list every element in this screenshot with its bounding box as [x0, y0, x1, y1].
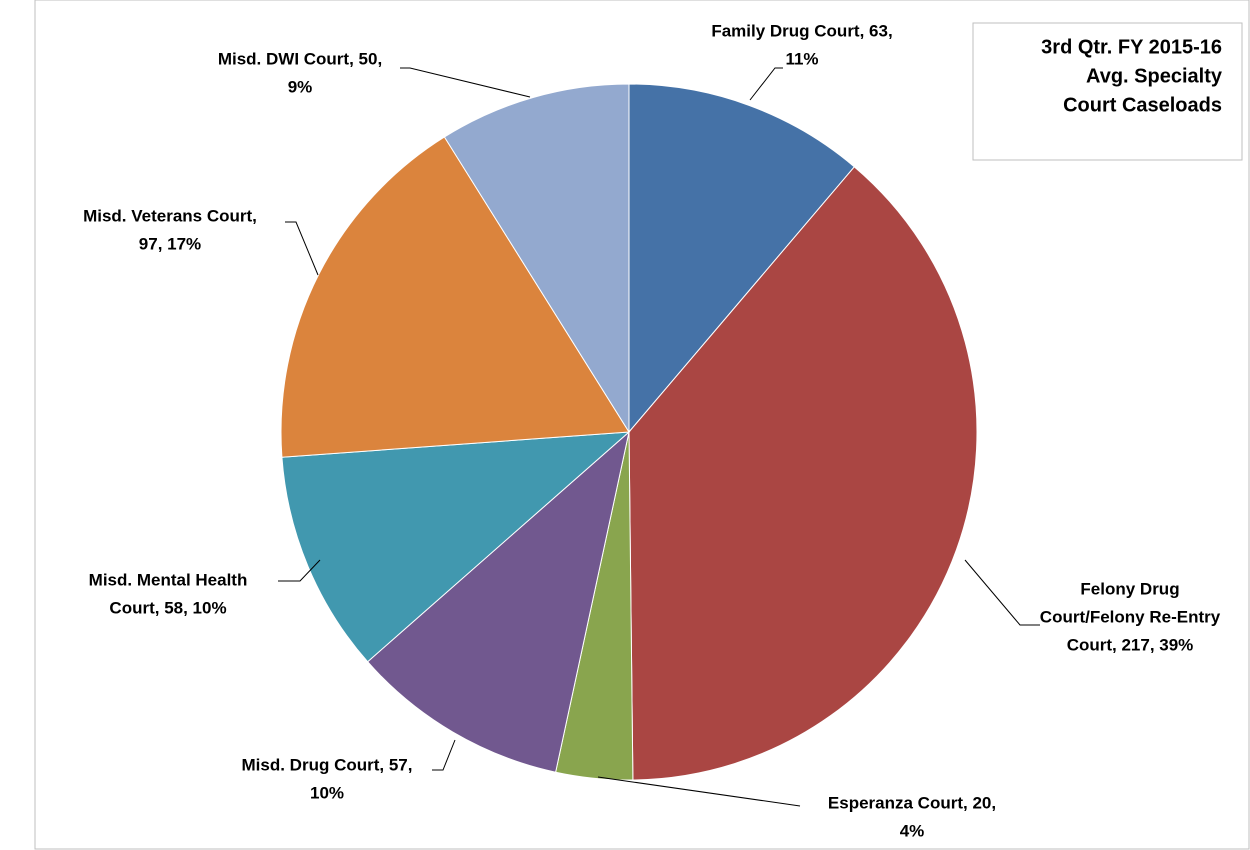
data-label: Court/Felony Re-Entry [1040, 607, 1221, 626]
pie-slice [443, 83, 630, 434]
leader-line [400, 67, 531, 98]
leader-line [278, 559, 321, 582]
data-label: Misd. Drug Court, 57, [242, 755, 413, 774]
pie-slice [281, 431, 631, 663]
data-label: Family Drug Court, 63, [711, 21, 892, 40]
data-label: Court, 58, 10% [109, 598, 226, 617]
pie-slice [628, 83, 856, 434]
data-label: Misd. Veterans Court, [83, 206, 257, 225]
data-label: 97, 17% [139, 234, 201, 253]
pie-slice [280, 136, 630, 458]
pie-slice [366, 430, 630, 773]
leader-line [432, 739, 456, 771]
leader-line [597, 776, 801, 807]
data-label: 9% [288, 77, 313, 96]
leader-line [285, 221, 319, 276]
data-label: 10% [310, 783, 344, 802]
chart-title: 3rd Qtr. FY 2015-16 [1041, 36, 1222, 58]
data-label: Court, 217, 39% [1067, 635, 1194, 654]
data-label: 11% [785, 49, 818, 68]
title-box [972, 22, 1243, 161]
leader-line [964, 559, 1040, 626]
data-label: Felony Drug [1080, 579, 1179, 598]
chart-title: Court Caseloads [1063, 94, 1222, 116]
data-label: 4% [900, 821, 925, 840]
data-label: Esperanza Court, 20, [828, 793, 996, 812]
chart-title: Avg. Specialty [1086, 65, 1223, 87]
pie-slice [628, 166, 978, 781]
data-label: Misd. DWI Court, 50, [218, 49, 382, 68]
leader-line [749, 67, 783, 101]
data-label: Misd. Mental Health [89, 570, 248, 589]
